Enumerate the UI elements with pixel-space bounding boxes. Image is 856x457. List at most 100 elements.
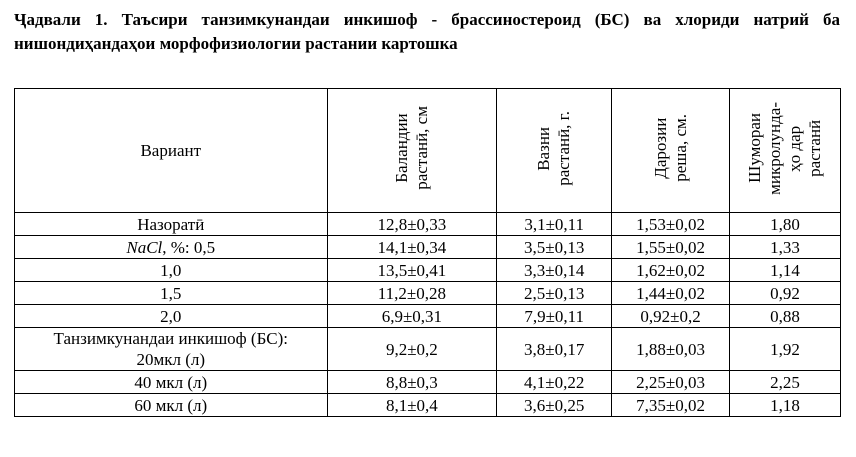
value-cell: 4,1±0,22 bbox=[496, 370, 613, 394]
cell-text: 1,62±0,02 bbox=[636, 260, 705, 280]
variant-cell: 2,0 bbox=[14, 304, 328, 328]
header-row: Вариант Баландии растанӣ, см Вазни растанӣ, … bbox=[14, 88, 841, 213]
header-text: Дарозии bbox=[650, 117, 670, 179]
variant-text: Танзимкунандаи инкишоф (БС): bbox=[53, 329, 288, 348]
cell-text: 11,2±0,28 bbox=[377, 283, 446, 303]
variant-cell: 1,5 bbox=[14, 281, 328, 305]
cell-text: 1,88±0,03 bbox=[636, 339, 705, 359]
table-row: 1,0 13,5±0,41 3,3±0,14 1,62±0,02 1,14 bbox=[14, 258, 841, 282]
value-cell: 1,80 bbox=[729, 212, 841, 236]
value-cell: 11,2±0,28 bbox=[326, 281, 498, 305]
table-row: 60 мкл (л) 8,1±0,4 3,6±0,25 7,35±0,02 1,18 bbox=[14, 393, 841, 417]
value-cell: 1,44±0,02 bbox=[611, 281, 731, 305]
cell-text: 9,2±0,2 bbox=[385, 339, 438, 359]
table-body: Назоратӣ 12,8±0,33 3,1±0,11 1,53±0,02 1,80 Na… bbox=[14, 212, 841, 417]
cell-text: 1,80 bbox=[770, 214, 800, 234]
value-cell: 3,6±0,25 bbox=[496, 393, 613, 417]
header-cell: Баландии растанӣ, см bbox=[326, 88, 498, 213]
value-cell: 9,2±0,2 bbox=[326, 327, 498, 371]
value-cell: 13,5±0,41 bbox=[326, 258, 498, 282]
header-text: Вариант bbox=[140, 141, 202, 160]
cell-text: 1,53±0,02 bbox=[636, 214, 705, 234]
vertical-header: Шумораи микролунда-ҳо дар растанӣ bbox=[745, 102, 825, 195]
cell-text: 13,5±0,41 bbox=[377, 260, 447, 280]
header-text: Баландии bbox=[391, 113, 411, 183]
value-cell: 6,9±0,31 bbox=[326, 304, 498, 328]
table-row: 1,5 11,2±0,28 2,5±0,13 1,44±0,02 0,92 bbox=[14, 281, 841, 305]
value-cell: 8,8±0,3 bbox=[326, 370, 498, 394]
variant-text: 1,0 bbox=[160, 260, 182, 280]
data-table: Вариант Баландии растанӣ, см Вазни растанӣ, … bbox=[14, 88, 841, 417]
header-cell: Вариант bbox=[14, 88, 328, 213]
header-text: растанӣ bbox=[805, 119, 825, 177]
cell-text: 1,18 bbox=[770, 395, 800, 415]
vertical-header: Баландии растанӣ, см bbox=[392, 106, 432, 190]
value-cell: 8,1±0,4 bbox=[326, 393, 498, 417]
cell-text: 12,8±0,33 bbox=[377, 214, 447, 234]
value-cell: 3,5±0,13 bbox=[496, 235, 613, 259]
header-text: Шумораи bbox=[745, 113, 765, 183]
value-cell: 7,9±0,11 bbox=[496, 304, 613, 328]
variant-text: 60 мкл (л) bbox=[134, 395, 208, 415]
cell-text: 3,5±0,13 bbox=[524, 237, 585, 257]
vertical-header: Вазни растанӣ, г. bbox=[534, 111, 574, 186]
value-cell: 3,3±0,14 bbox=[496, 258, 613, 282]
value-cell: 1,14 bbox=[729, 258, 841, 282]
cell-text: 3,1±0,11 bbox=[524, 214, 585, 234]
cell-text: 3,6±0,25 bbox=[524, 395, 585, 415]
cell-text: 1,14 bbox=[770, 260, 800, 280]
header-text: ҳо дар bbox=[785, 125, 805, 171]
cell-text: 1,33 bbox=[770, 237, 800, 257]
value-cell: 1,92 bbox=[729, 327, 841, 371]
cell-text: 0,92 bbox=[770, 283, 800, 303]
table-row: Танзимкунандаи инкишоф (БС): 20мкл (л) 9,2… bbox=[14, 327, 841, 371]
variant-cell: NaCl, %: 0,5 bbox=[14, 235, 328, 259]
cell-text: 7,35±0,02 bbox=[636, 395, 705, 415]
table-row: Назоратӣ 12,8±0,33 3,1±0,11 1,53±0,02 1,80 bbox=[14, 212, 841, 236]
value-cell: 1,55±0,02 bbox=[611, 235, 731, 259]
vertical-header: Дарозии реша, см. bbox=[651, 114, 691, 182]
value-cell: 2,5±0,13 bbox=[496, 281, 613, 305]
variant-text: NaCl bbox=[126, 237, 163, 257]
variant-text: , %: 0,5 bbox=[162, 237, 216, 257]
cell-text: 2,25±0,03 bbox=[636, 372, 705, 392]
header-cell: Дарозии реша, см. bbox=[611, 88, 731, 213]
value-cell: 1,88±0,03 bbox=[611, 327, 731, 371]
cell-text: 6,9±0,31 bbox=[381, 306, 443, 326]
value-cell: 7,35±0,02 bbox=[611, 393, 731, 417]
variant-text: 2,0 bbox=[160, 306, 182, 326]
value-cell: 1,33 bbox=[729, 235, 841, 259]
header-text: реша, см. bbox=[670, 114, 690, 182]
table-row: 40 мкл (л) 8,8±0,3 4,1±0,22 2,25±0,03 2,25 bbox=[14, 370, 841, 394]
value-cell: 0,92 bbox=[729, 281, 841, 305]
header-text: Вазни bbox=[534, 126, 554, 170]
cell-text: 1,55±0,02 bbox=[636, 237, 705, 257]
table-title: Ҷадвали 1. Таъсири танзимкунандаи инкишо… bbox=[14, 10, 840, 53]
header-text: микролунда- bbox=[765, 101, 785, 195]
cell-text: 8,8±0,3 bbox=[385, 372, 438, 392]
value-cell: 1,53±0,02 bbox=[611, 212, 731, 236]
cell-text: 7,9±0,11 bbox=[524, 306, 585, 326]
cell-text: 1,92 bbox=[770, 339, 800, 359]
cell-text: 8,1±0,4 bbox=[385, 395, 438, 415]
table-row: NaCl, %: 0,5 14,1±0,34 3,5±0,13 1,55±0,02 1,… bbox=[14, 235, 841, 259]
variant-cell: Назоратӣ bbox=[14, 212, 328, 236]
value-cell: 3,8±0,17 bbox=[496, 327, 613, 371]
value-cell: 2,25 bbox=[729, 370, 841, 394]
cell-text: 3,3±0,14 bbox=[524, 260, 585, 280]
header-cell: Шумораи микролунда-ҳо дар растанӣ bbox=[729, 88, 841, 213]
value-cell: 14,1±0,34 bbox=[326, 235, 498, 259]
header-text: растанӣ, г. bbox=[554, 110, 574, 186]
variant-cell: 60 мкл (л) bbox=[14, 393, 328, 417]
cell-text: 0,92±0,2 bbox=[640, 306, 701, 326]
table-row: 2,0 6,9±0,31 7,9±0,11 0,92±0,2 0,88 bbox=[14, 304, 841, 328]
cell-text: 3,8±0,17 bbox=[524, 339, 585, 359]
cell-text: 0,88 bbox=[770, 306, 800, 326]
cell-text: 1,44±0,02 bbox=[636, 283, 705, 303]
value-cell: 12,8±0,33 bbox=[326, 212, 498, 236]
header-cell: Вазни растанӣ, г. bbox=[496, 88, 613, 213]
cell-text: 4,1±0,22 bbox=[524, 372, 585, 392]
variant-text: 1,5 bbox=[160, 283, 182, 303]
cell-text: 2,25 bbox=[770, 372, 800, 392]
variant-cell: 40 мкл (л) bbox=[14, 370, 328, 394]
